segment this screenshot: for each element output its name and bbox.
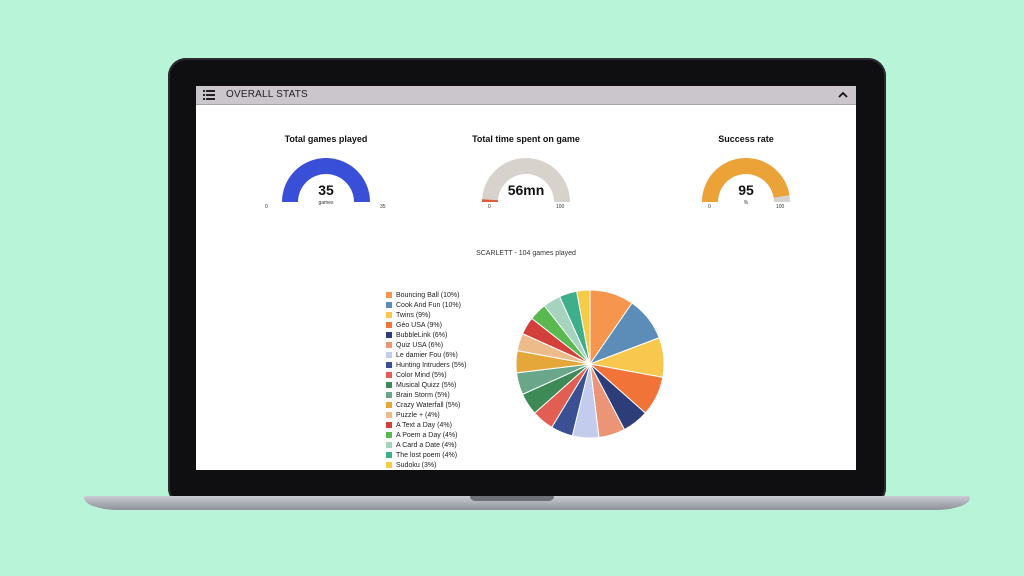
legend-swatch	[386, 402, 392, 408]
legend-swatch	[386, 292, 392, 298]
pie-slice[interactable]	[576, 289, 591, 365]
gauge-value: 56mn	[507, 182, 545, 198]
legend-item[interactable]: Crazy Waterfall (5%)	[386, 400, 516, 410]
gauge-value: 35	[318, 182, 334, 198]
gauge-success-rate: Success rate 95 % 0 100	[676, 134, 816, 230]
pie-chart	[515, 289, 665, 439]
legend-item[interactable]: Brain Storm (5%)	[386, 390, 516, 400]
pie-chart-title: SCARLETT - 104 games played	[476, 250, 576, 257]
gauge-fill	[282, 157, 370, 202]
gauge-unit: games	[318, 200, 334, 206]
gauge-title: Total time spent on game	[472, 134, 580, 144]
gauge-fill	[482, 199, 499, 202]
legend-swatch	[386, 312, 392, 318]
legend-item[interactable]: Cook And Fun (10%)	[386, 300, 516, 310]
legend-swatch	[386, 452, 392, 458]
legend-swatch	[386, 322, 392, 328]
legend-swatch	[386, 362, 392, 368]
legend-swatch	[386, 342, 392, 348]
legend-label: Hunting Intruders (5%)	[396, 361, 467, 369]
list-icon[interactable]	[200, 88, 218, 102]
gauge-track	[482, 158, 570, 202]
legend-swatch	[386, 302, 392, 308]
gauge-arc	[482, 158, 570, 202]
gauge-title: Success rate	[718, 134, 774, 144]
gauge-min: 0	[708, 204, 711, 210]
chevron-up-icon[interactable]	[836, 88, 850, 102]
legend-label: A Poem a Day (4%)	[396, 431, 458, 439]
legend-item[interactable]: Bouncing Ball (10%)	[386, 290, 516, 300]
legend-item[interactable]: A Card a Date (4%)	[386, 440, 516, 450]
legend-label: Brain Storm (5%)	[396, 391, 450, 399]
legend-label: Quiz USA (6%)	[396, 341, 444, 349]
legend-item[interactable]: Sudoku (3%)	[386, 460, 516, 470]
screen: OVERALL STATS Total games played 35 game…	[196, 86, 856, 470]
legend-swatch	[386, 382, 392, 388]
legend-item[interactable]: Twins (9%)	[386, 310, 516, 320]
legend-item[interactable]: Quiz USA (6%)	[386, 340, 516, 350]
gauge-min: 0	[265, 204, 268, 210]
legend-swatch	[386, 332, 392, 338]
legend-label: Bouncing Ball (10%)	[396, 291, 460, 299]
legend-item[interactable]: BubbleLink (6%)	[386, 330, 516, 340]
legend-swatch	[386, 352, 392, 358]
laptop-base	[84, 496, 970, 510]
legend-label: Géo USA (9%)	[396, 321, 442, 329]
gauge-total-time: Total time spent on game 56mn 0 100	[456, 134, 596, 230]
legend-swatch	[386, 392, 392, 398]
legend-swatch	[386, 462, 392, 468]
panel-header: OVERALL STATS	[196, 86, 856, 105]
legend-label: A Card a Date (4%)	[396, 441, 457, 449]
legend-item[interactable]: Géo USA (9%)	[386, 320, 516, 330]
legend-item[interactable]: A Text a Day (4%)	[386, 420, 516, 430]
panel-title: OVERALL STATS	[226, 89, 308, 100]
legend-item[interactable]: Hunting Intruders (5%)	[386, 360, 516, 370]
gauge-max: 100	[776, 204, 785, 210]
legend-item[interactable]: Musical Quizz (5%)	[386, 380, 516, 390]
legend-swatch	[386, 442, 392, 448]
legend-item[interactable]: Color Mind (5%)	[386, 370, 516, 380]
legend-label: Color Mind (5%)	[396, 371, 447, 379]
gauge-fill	[702, 157, 790, 202]
legend-item[interactable]: Le damier Fou (6%)	[386, 350, 516, 360]
legend-label: BubbleLink (6%)	[396, 331, 448, 339]
legend-label: A Text a Day (4%)	[396, 421, 452, 429]
legend-swatch	[386, 372, 392, 378]
legend-label: The lost poem (4%)	[396, 451, 458, 459]
legend-label: Twins (9%)	[396, 311, 431, 319]
gauge-max: 100	[556, 204, 565, 210]
legend-label: Cook And Fun (10%)	[396, 301, 461, 309]
laptop-notch	[470, 496, 554, 501]
legend-swatch	[386, 422, 392, 428]
gauge-unit: %	[743, 200, 749, 206]
legend-label: Musical Quizz (5%)	[396, 381, 457, 389]
gauge-arc	[702, 157, 790, 202]
legend-item[interactable]: A Poem a Day (4%)	[386, 430, 516, 440]
legend-swatch	[386, 412, 392, 418]
legend-swatch	[386, 432, 392, 438]
legend-label: Puzzle + (4%)	[396, 411, 440, 419]
gauge-min: 0	[488, 204, 491, 210]
legend-label: Crazy Waterfall (5%)	[396, 401, 461, 409]
legend-item[interactable]: Puzzle + (4%)	[386, 410, 516, 420]
legend-label: Sudoku (3%)	[396, 461, 437, 469]
pie-legend: Bouncing Ball (10%) Cook And Fun (10%) Twi…	[386, 290, 516, 470]
gauge-arc	[282, 157, 370, 202]
gauge-value: 95	[738, 182, 754, 198]
gauge-max: 35	[380, 204, 386, 210]
gauge-title: Total games played	[284, 134, 368, 144]
gauge-total-games: Total games played 35 games 0 35	[256, 134, 396, 230]
legend-label: Le damier Fou (6%)	[396, 351, 458, 359]
legend-item[interactable]: The lost poem (4%)	[386, 450, 516, 460]
